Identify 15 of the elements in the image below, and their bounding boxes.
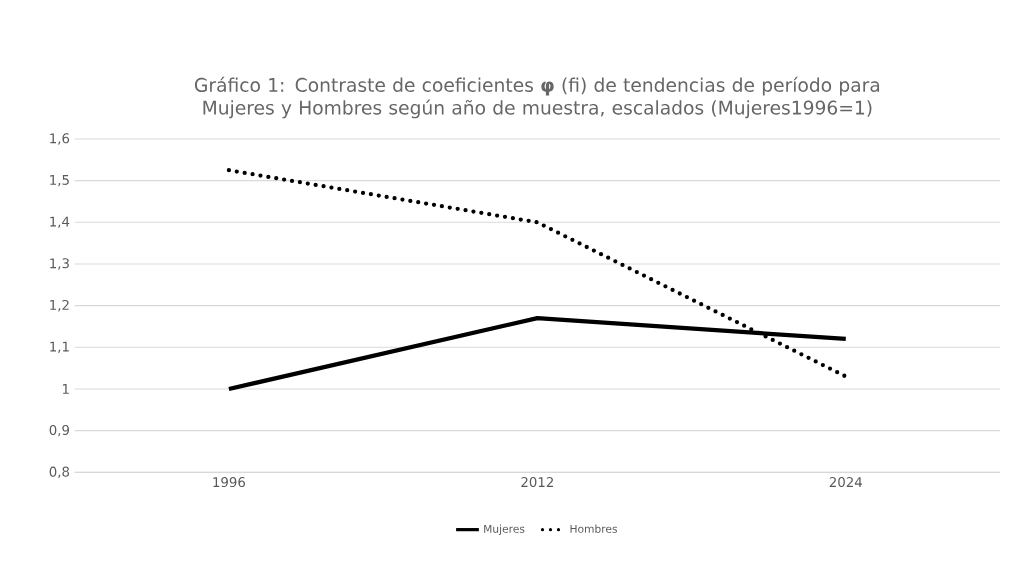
y-tick-label: 1,4 [50,216,70,228]
y-tick-label: 0,9 [49,424,70,437]
x-tick-label: 1996 [213,477,246,488]
x-tick-label: 2012 [521,477,553,488]
y-tick-label: 1,5 [50,175,69,187]
y-tick-label: 1,3 [50,258,69,270]
legend-label: Mujeres [484,524,525,535]
x-tick-label: 2024 [829,477,862,488]
y-tick-label: 1,2 [50,299,69,312]
y-tick-label: 1 [62,384,69,394]
legend-label: Hombres [570,524,617,533]
y-tick-label: 0,8 [49,466,70,479]
y-tick-label: 1,1 [50,341,69,353]
y-tick-label: 1,6 [50,133,70,145]
chart-title: Gráfico 1: Contraste de coeficientes φ (fi) de tendencias de período para Mujeres y Hombres según año de muestra, escalados (Mujeres1996=1) [194,76,880,119]
